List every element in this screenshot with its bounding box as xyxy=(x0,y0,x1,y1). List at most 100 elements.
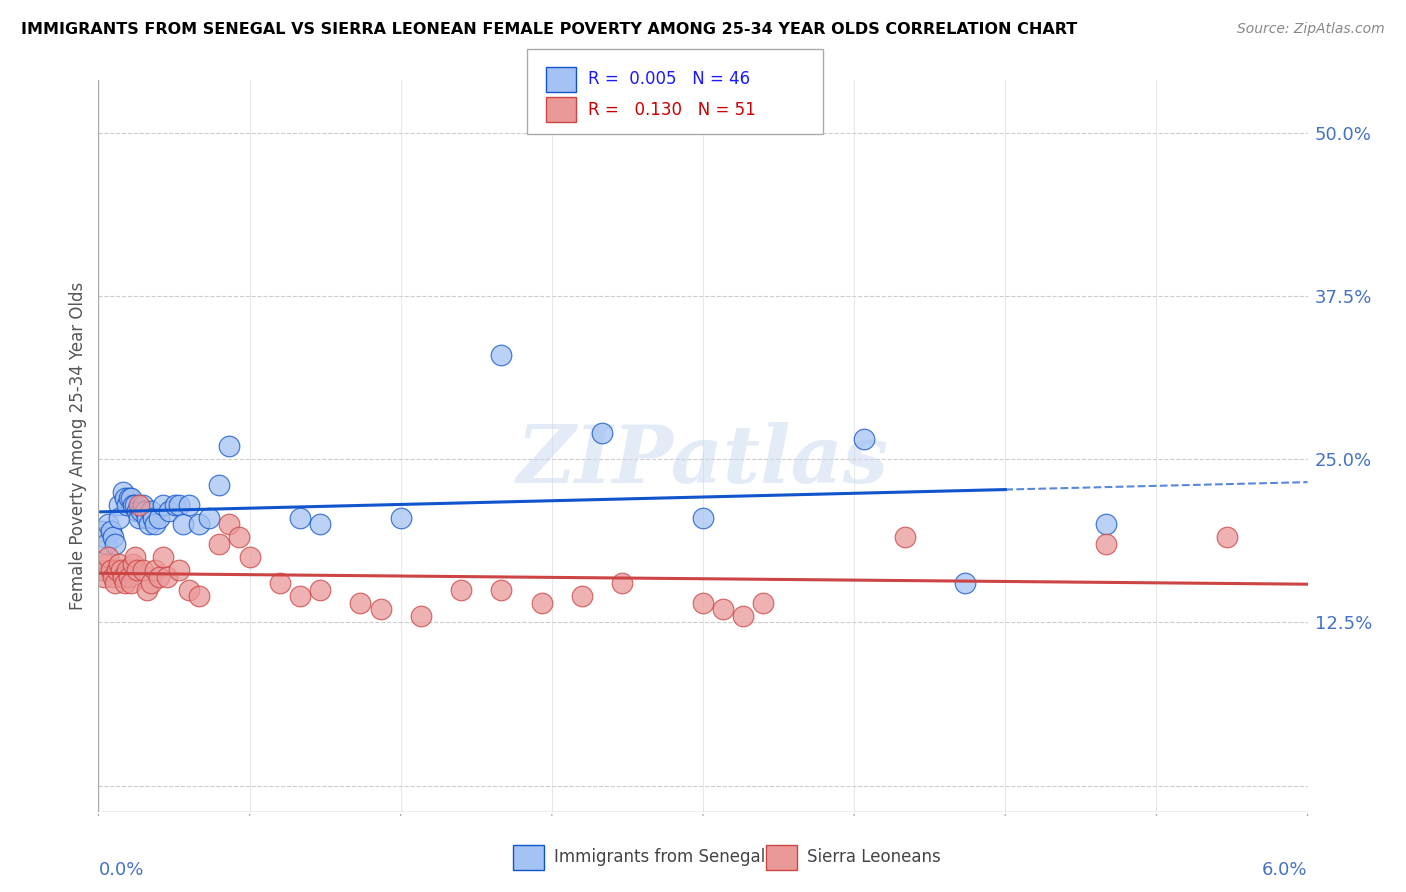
Point xyxy=(118,569,141,583)
Point xyxy=(111,569,134,583)
Point xyxy=(163,498,186,512)
Text: Immigrants from Senegal: Immigrants from Senegal xyxy=(554,848,765,866)
Point xyxy=(121,498,143,512)
Point xyxy=(97,517,120,532)
Point xyxy=(124,498,146,512)
Point xyxy=(491,348,513,362)
Point xyxy=(114,491,136,506)
Point xyxy=(96,537,118,551)
Point xyxy=(309,517,332,532)
Point xyxy=(218,439,240,453)
Point xyxy=(349,596,371,610)
Point xyxy=(101,530,124,544)
Point xyxy=(288,589,311,603)
Point xyxy=(115,563,138,577)
Point xyxy=(128,498,150,512)
Point xyxy=(172,517,194,532)
Text: R =  0.005   N = 46: R = 0.005 N = 46 xyxy=(588,70,749,88)
Point xyxy=(97,549,120,564)
Point xyxy=(105,563,128,577)
Point xyxy=(491,582,513,597)
Point xyxy=(389,511,412,525)
Point xyxy=(121,557,143,571)
Point xyxy=(93,530,115,544)
Point xyxy=(132,563,155,577)
Point xyxy=(288,511,311,525)
Point xyxy=(156,569,179,583)
Point xyxy=(692,511,714,525)
Point xyxy=(571,589,593,603)
Point xyxy=(100,524,122,538)
Text: Sierra Leoneans: Sierra Leoneans xyxy=(807,848,941,866)
Point xyxy=(208,537,231,551)
Point xyxy=(100,563,122,577)
Point xyxy=(167,498,190,512)
Point xyxy=(135,511,157,525)
Point xyxy=(409,608,432,623)
Point xyxy=(188,517,211,532)
Point xyxy=(96,557,118,571)
Point xyxy=(114,576,136,591)
Point xyxy=(733,608,755,623)
Y-axis label: Female Poverty Among 25-34 Year Olds: Female Poverty Among 25-34 Year Olds xyxy=(69,282,87,610)
Point xyxy=(143,563,166,577)
Point xyxy=(139,576,162,591)
Point xyxy=(179,582,201,597)
Text: IMMIGRANTS FROM SENEGAL VS SIERRA LEONEAN FEMALE POVERTY AMONG 25-34 YEAR OLDS C: IMMIGRANTS FROM SENEGAL VS SIERRA LEONEA… xyxy=(21,22,1077,37)
Point xyxy=(103,576,125,591)
Point xyxy=(115,498,138,512)
Point xyxy=(120,491,142,506)
Point xyxy=(450,582,472,597)
Point xyxy=(218,517,240,532)
Text: Source: ZipAtlas.com: Source: ZipAtlas.com xyxy=(1237,22,1385,37)
Point xyxy=(269,576,291,591)
Point xyxy=(1095,537,1118,551)
Point xyxy=(208,478,231,492)
Point xyxy=(110,563,132,577)
Point xyxy=(111,484,134,499)
Point xyxy=(148,569,170,583)
Point xyxy=(157,504,180,518)
Point xyxy=(118,491,141,506)
Point xyxy=(198,511,221,525)
Point xyxy=(103,537,125,551)
Point xyxy=(692,596,714,610)
Point xyxy=(93,569,115,583)
Point xyxy=(120,576,142,591)
Point xyxy=(91,563,114,577)
Text: 6.0%: 6.0% xyxy=(1263,862,1308,880)
Point xyxy=(228,530,250,544)
Point xyxy=(953,576,976,591)
Point xyxy=(139,504,162,518)
Point xyxy=(142,511,165,525)
Point xyxy=(530,596,553,610)
Point xyxy=(752,596,775,610)
Point xyxy=(152,498,174,512)
Text: 0.0%: 0.0% xyxy=(98,862,143,880)
Point xyxy=(101,569,124,583)
Point xyxy=(370,602,392,616)
Point xyxy=(853,433,876,447)
Point xyxy=(129,504,152,518)
Point xyxy=(179,498,201,512)
Point xyxy=(134,504,156,518)
Point xyxy=(125,504,148,518)
Point xyxy=(167,563,190,577)
Point xyxy=(107,498,129,512)
Point xyxy=(143,517,166,532)
Point xyxy=(711,602,734,616)
Point xyxy=(612,576,634,591)
Point xyxy=(132,498,155,512)
Text: R =   0.130   N = 51: R = 0.130 N = 51 xyxy=(588,101,755,119)
Point xyxy=(239,549,262,564)
Point xyxy=(107,557,129,571)
Point xyxy=(128,511,150,525)
Point xyxy=(893,530,915,544)
Point xyxy=(125,563,148,577)
Point xyxy=(309,582,332,597)
Point xyxy=(138,517,160,532)
Point xyxy=(135,582,157,597)
Point xyxy=(152,549,174,564)
Text: ZIPatlas: ZIPatlas xyxy=(517,422,889,500)
Point xyxy=(148,511,170,525)
